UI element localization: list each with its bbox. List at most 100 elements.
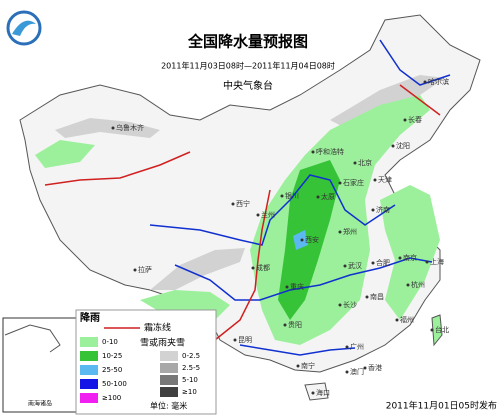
legend-swatch — [160, 363, 178, 373]
legend-swatch — [160, 375, 178, 385]
city-dot — [285, 285, 289, 289]
city-label: 福州 — [400, 315, 414, 324]
city-dot — [133, 268, 137, 272]
city-label: 贵阳 — [288, 320, 302, 329]
river — [174, 257, 433, 301]
city-label: 南京 — [403, 253, 417, 262]
city-label: 西宁 — [236, 199, 250, 208]
city-dot — [363, 366, 367, 370]
city-label: 长沙 — [343, 300, 357, 309]
issuer: 中央气象台 — [223, 79, 273, 92]
snow-area — [150, 248, 245, 290]
subtitle: 2011年11月03日08时—2011年11月04日08时 — [161, 61, 335, 71]
city-dot — [231, 202, 235, 206]
city-dot — [280, 194, 284, 198]
inset-label: 南海诸岛 — [28, 400, 52, 408]
city-dot — [343, 264, 347, 268]
river — [379, 39, 451, 86]
title: 全国降水量预报图 — [187, 33, 308, 51]
legend-swatch — [160, 351, 178, 361]
city-label: 广州 — [350, 342, 364, 351]
legend-swatch — [80, 393, 98, 403]
hainan — [304, 382, 329, 401]
city-dot — [373, 178, 377, 182]
city-label: 南宁 — [301, 361, 315, 370]
snow-area — [55, 118, 160, 138]
taiwan — [431, 314, 443, 347]
city-label: 昆明 — [238, 336, 252, 344]
city-dot — [430, 328, 434, 332]
legend-swatch — [80, 379, 98, 389]
city-dot — [311, 150, 315, 154]
city-label: 哈尔滨 — [428, 77, 449, 86]
legend-box — [75, 309, 217, 415]
rain-area — [380, 185, 440, 320]
city-label: 武汉 — [348, 261, 362, 270]
city-dot — [423, 80, 427, 84]
city-label: 太原 — [321, 192, 335, 201]
city-dot — [251, 266, 255, 270]
city-label: 台北 — [435, 325, 449, 334]
legend-label: ≥100 — [102, 394, 121, 402]
city-label: 南昌 — [370, 292, 384, 301]
legend-label: ≥10 — [182, 388, 197, 396]
legend-label: 0-2.5 — [182, 352, 200, 360]
inset-coast — [4, 324, 61, 353]
city-label: 重庆 — [290, 282, 304, 291]
city-dot — [345, 370, 349, 374]
city-label: 乌鲁木齐 — [116, 123, 144, 132]
city-label: 成都 — [256, 263, 270, 272]
legend-frost-label: 霜冻线 — [144, 322, 171, 334]
city-label: 石家庄 — [343, 178, 364, 187]
city-label: 香港 — [368, 363, 382, 372]
city-dot — [365, 295, 369, 299]
legend-label: 50-100 — [102, 380, 127, 388]
city-dot — [406, 283, 410, 287]
frost-line — [399, 84, 441, 116]
city-label: 长春 — [408, 115, 422, 124]
city-dot — [311, 391, 315, 395]
city-label: 合肥 — [376, 258, 390, 267]
city-dot — [300, 238, 304, 242]
frost-line — [44, 151, 191, 186]
rain-area — [35, 140, 95, 168]
legend-label: 2.5-5 — [182, 364, 200, 372]
logo — [6, 10, 42, 46]
legend-snow-title: 雪或雨夹雪 — [140, 337, 185, 349]
legend-swatch — [80, 337, 98, 347]
city-dot — [395, 318, 399, 322]
legend-swatch — [80, 351, 98, 361]
city-label: 兰州 — [261, 210, 275, 219]
city-label: 拉萨 — [138, 265, 152, 274]
city-dot — [353, 161, 357, 165]
city-dot — [338, 303, 342, 307]
city-dot — [425, 260, 429, 264]
published: 2011年11月01日05时发布 — [386, 400, 497, 412]
city-dot — [403, 118, 407, 122]
city-dot — [111, 126, 115, 130]
legend-label: 25-50 — [102, 366, 122, 374]
river — [239, 344, 356, 356]
city-dot — [391, 144, 395, 148]
city-label: 天津 — [378, 176, 392, 184]
legend-rain-title: 降雨 — [80, 311, 100, 324]
legend-swatch — [160, 387, 178, 397]
city-label: 呼和浩特 — [316, 147, 344, 156]
city-label: 沈阳 — [396, 141, 410, 150]
city-dot — [338, 230, 342, 234]
frost-line — [214, 189, 271, 341]
city-dot — [371, 261, 375, 265]
city-label: 海口 — [316, 388, 330, 397]
city-dot — [256, 213, 260, 217]
legend-label: 5-10 — [182, 376, 198, 384]
legend-label: 10-25 — [102, 352, 122, 360]
legend-swatch — [80, 365, 98, 375]
city-label: 杭州 — [411, 280, 425, 289]
legend-unit: 单位: 毫米 — [150, 401, 187, 411]
city-dot — [371, 208, 375, 212]
city-dot — [398, 256, 402, 260]
city-label: 北京 — [358, 158, 372, 167]
snow-area — [330, 75, 445, 128]
city-dot — [338, 181, 342, 185]
